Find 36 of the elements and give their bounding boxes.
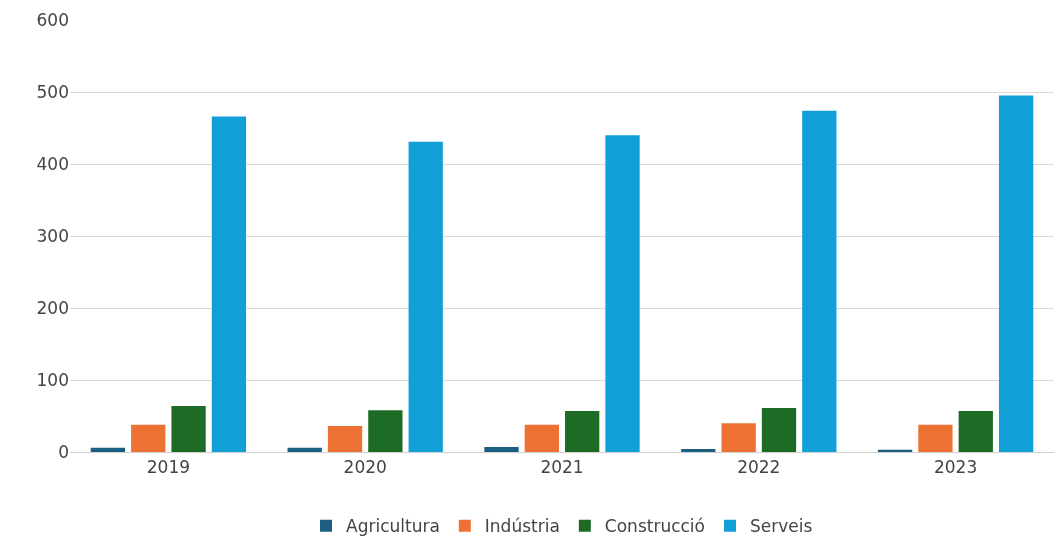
bar [605, 135, 640, 452]
bar [131, 424, 166, 452]
bar [90, 447, 126, 452]
bar [918, 424, 953, 452]
bar [368, 410, 403, 452]
x-tick-label: 2023 [933, 457, 978, 478]
bar [408, 141, 443, 452]
bar [211, 116, 247, 452]
bar [761, 408, 797, 452]
legend-label: Agricultura [346, 516, 440, 537]
y-tick-label: 500 [36, 81, 69, 102]
bar [681, 449, 716, 452]
y-tick-label: 200 [36, 297, 69, 318]
x-tick-label: 2020 [343, 457, 387, 478]
y-tick-label: 400 [36, 153, 69, 174]
y-tick-label: 100 [36, 369, 69, 390]
bar [958, 410, 993, 452]
y-tick-label: 600 [36, 9, 69, 30]
bar [802, 110, 837, 452]
bar [998, 95, 1034, 452]
x-tick-label: 2021 [540, 457, 584, 478]
legend-label: Construcció [604, 516, 705, 537]
y-tick-label: 0 [58, 441, 69, 462]
x-tick-label: 2019 [146, 457, 191, 478]
bar [721, 423, 756, 452]
bar [287, 447, 322, 452]
bar [484, 446, 519, 452]
x-tick-label: 2022 [737, 457, 781, 478]
bar [565, 410, 600, 452]
bar [171, 405, 206, 452]
legend-label: Indústria [484, 516, 560, 537]
bar [327, 426, 363, 452]
bar [877, 449, 913, 452]
bar [524, 424, 559, 452]
y-tick-label: 300 [36, 225, 69, 246]
legend-label: Serveis [750, 516, 813, 537]
